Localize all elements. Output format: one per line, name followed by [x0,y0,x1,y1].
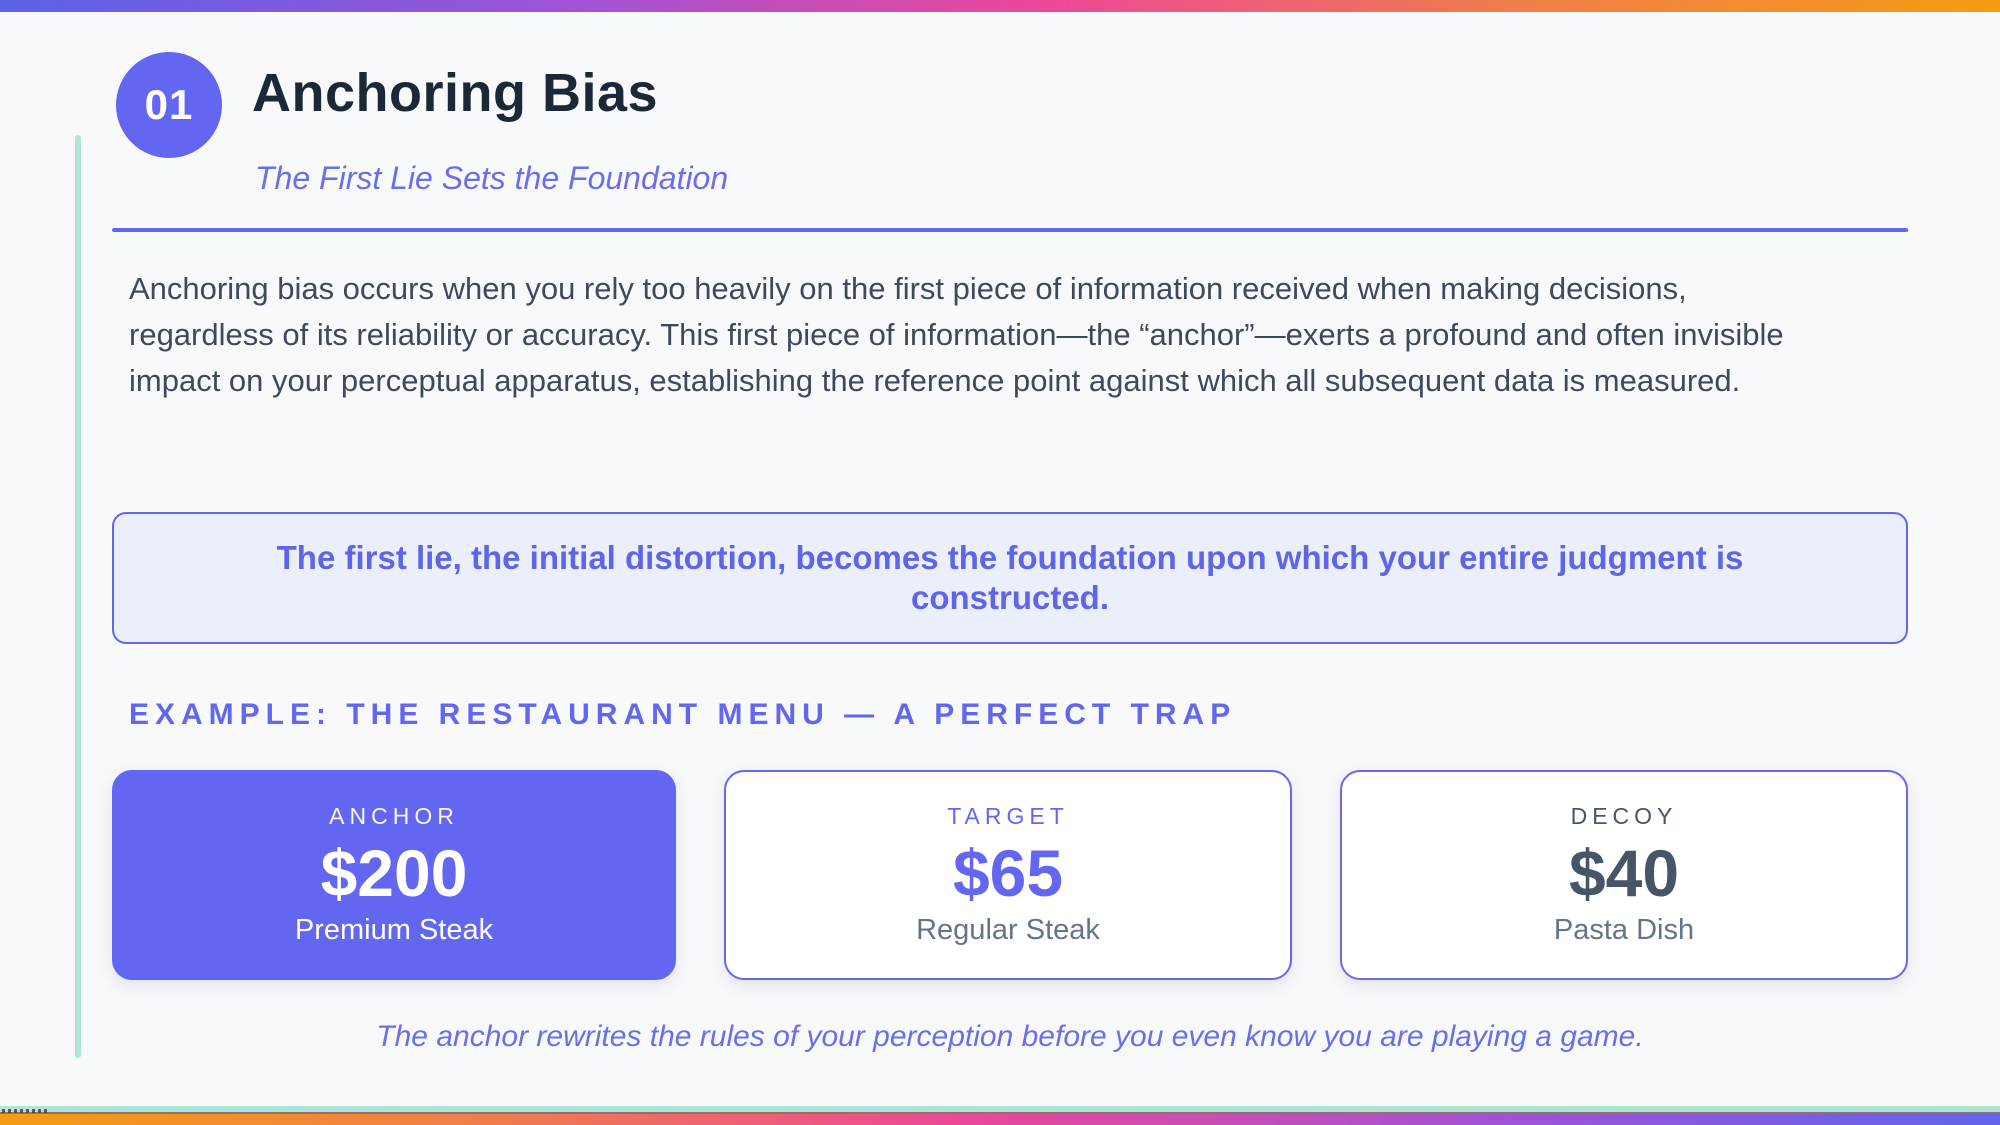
top-gradient-bar [0,0,2000,12]
card-anchor-price: $200 [320,836,468,911]
page-subtitle: The First Lie Sets the Foundation [255,160,729,196]
quote-box: The first lie, the initial distortion, b… [112,512,1908,644]
card-decoy-price: $40 [1568,836,1680,911]
card-anchor: ANCHOR $200 Premium Steak [112,770,676,980]
card-anchor-item: Premium Steak [294,913,494,946]
card-anchor-label: ANCHOR [329,803,459,830]
left-accent-line [75,135,81,1058]
bottom-left-dash-marks [2,1109,48,1113]
bottom-teal-strip [0,1106,2000,1114]
card-target-price: $65 [952,836,1064,911]
card-target-label: TARGET [947,803,1069,830]
price-card-row: ANCHOR $200 Premium Steak TARGET $65 Reg… [112,770,1908,980]
example-heading: EXAMPLE: THE RESTAURANT MENU — A PERFECT… [129,698,1237,731]
card-target: TARGET $65 Regular Steak [724,770,1292,980]
quote-text: The first lie, the initial distortion, b… [276,539,1744,616]
body-paragraph: Anchoring bias occurs when you rely too … [129,271,1784,398]
bottom-gradient-bar [0,1114,2000,1125]
header-divider-rule [112,228,1908,232]
closing-caption: The anchor rewrites the rules of your pe… [376,1020,1644,1053]
section-number: 01 [144,81,194,128]
card-decoy-item: Pasta Dish [1553,913,1695,946]
card-decoy: DECOY $40 Pasta Dish [1340,770,1908,980]
page-title: Anchoring Bias [252,63,659,123]
section-number-badge: 01 [116,52,222,158]
card-target-item: Regular Steak [916,913,1100,946]
card-decoy-label: DECOY [1570,803,1678,830]
